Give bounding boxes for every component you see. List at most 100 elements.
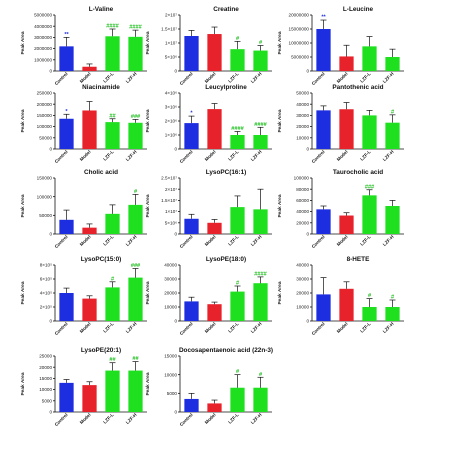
y-tick-label: 2×10⁷ <box>165 13 177 18</box>
x-category-label: Model <box>336 321 349 334</box>
y-axis-label: Peak Area <box>145 31 151 54</box>
chart-title: LysoPC(15:0) <box>81 256 122 263</box>
y-tick-label: 1000000 <box>34 57 52 62</box>
y-tick-label: 4×10⁵ <box>40 291 52 296</box>
y-tick-label: 0 <box>49 69 52 74</box>
y-tick-label: 40000 <box>164 263 177 268</box>
significance-label: # <box>368 293 372 299</box>
chart-panel-4: Niacinamide Peak Area 0 50000 100000 150000 20… <box>20 84 147 164</box>
bar <box>59 293 74 321</box>
y-axis-label: Peak Area <box>145 372 151 395</box>
bar <box>82 66 97 71</box>
bar <box>207 34 222 71</box>
x-category-label: Model <box>79 321 92 334</box>
x-category-label: LZF-H <box>382 321 395 334</box>
x-category-label: Model <box>204 71 217 84</box>
bar <box>362 46 377 71</box>
bar <box>184 123 199 149</box>
x-category-label: Model <box>79 149 92 162</box>
y-tick-label: 150000 <box>37 113 53 118</box>
y-tick-label: 5×10⁶ <box>165 55 177 60</box>
significance-label: # <box>111 276 115 282</box>
x-category-label: LZF-H <box>382 149 395 162</box>
y-tick-label: 3×10⁶ <box>165 105 177 110</box>
bar <box>184 218 199 234</box>
significance-label: #### <box>106 24 119 30</box>
x-category-label: LZF-H <box>250 71 263 84</box>
x-category-label: LZF-H <box>250 412 263 425</box>
x-category-label: Model <box>204 234 217 247</box>
y-tick-label: 5000 <box>42 398 53 403</box>
x-category-label: Model <box>336 71 349 84</box>
y-tick-label: 150000 <box>37 176 53 181</box>
bar <box>59 382 74 412</box>
y-tick-label: 2.5×10⁷ <box>161 176 177 181</box>
y-tick-label: 15000 <box>39 376 52 381</box>
bar <box>362 115 377 149</box>
significance-label: ### <box>365 184 375 190</box>
significance-label: # <box>259 40 263 46</box>
y-tick-label: 2000000 <box>34 46 52 51</box>
bar <box>207 403 222 412</box>
bar <box>316 209 331 234</box>
bar <box>82 298 97 321</box>
bar <box>253 387 268 412</box>
chart-panel-12: 8-HETE Peak Area 0 10000 20000 30000 40000 Cont… <box>277 256 404 336</box>
bar <box>253 135 268 149</box>
bar <box>105 213 120 234</box>
bar <box>105 287 120 321</box>
chart-panel-6: Pantothenic acid Peak Area 0 10000 20000 3000… <box>277 84 404 164</box>
y-tick-label: 2×10⁷ <box>165 187 177 192</box>
y-tick-label: 100000 <box>37 194 53 199</box>
y-tick-label: 10000 <box>296 305 309 310</box>
x-category-label: LZF-L <box>102 234 115 247</box>
x-category-label: LZF-H <box>250 234 263 247</box>
x-category-label: Control <box>54 234 69 249</box>
y-tick-label: 10000 <box>296 135 309 140</box>
x-category-label: Control <box>179 234 194 249</box>
bar <box>128 277 143 321</box>
bar <box>339 109 354 149</box>
x-category-label: LZF-L <box>227 71 240 84</box>
chart-panel-2: Creatine Peak Area 0 5×10⁶ 1×10⁷ 1.5×10⁷ 2×10⁷… <box>145 6 272 86</box>
chart-panel-9: Taurocholic acid Peak Area 0 20000 40000 6000… <box>277 169 404 249</box>
chart-title: Docosapentaenoic acid (22n-3) <box>179 347 273 354</box>
bar <box>105 370 120 412</box>
y-tick-label: 10000 <box>164 372 177 377</box>
y-tick-label: 1.5×10⁷ <box>161 198 177 203</box>
y-tick-label: 100000 <box>37 124 53 129</box>
bar <box>230 135 245 149</box>
bar <box>128 122 143 149</box>
y-tick-label: 0 <box>306 147 309 152</box>
bar <box>339 56 354 71</box>
y-tick-label: 20000 <box>296 291 309 296</box>
y-tick-label: 20000 <box>164 291 177 296</box>
chart-title: LysoPE(18:0) <box>206 256 246 263</box>
y-tick-label: 0 <box>306 69 309 74</box>
x-category-label: LZF-L <box>102 321 115 334</box>
y-axis-label: Peak Area <box>277 109 283 132</box>
bar <box>207 222 222 234</box>
y-axis-label: Peak Area <box>145 109 151 132</box>
significance-label: #### <box>231 126 244 132</box>
chart-title: Creatine <box>213 6 239 13</box>
chart-title: 8-HETE <box>347 256 370 263</box>
y-tick-label: 3000000 <box>34 35 52 40</box>
y-axis-label: Peak Area <box>20 194 26 217</box>
x-category-label: LZF-H <box>382 234 395 247</box>
x-category-label: Control <box>54 71 69 86</box>
bar <box>128 36 143 71</box>
x-category-label: Control <box>54 412 69 427</box>
chart-title: LysoPC(16:1) <box>206 169 247 176</box>
y-tick-label: 0 <box>174 232 177 237</box>
y-tick-label: 200000 <box>37 102 53 107</box>
y-tick-label: 0 <box>174 147 177 152</box>
bar <box>105 36 120 71</box>
significance-label: # <box>259 372 263 378</box>
chart-title: Pantothenic acid <box>332 84 383 91</box>
y-tick-label: 5000 <box>167 391 178 396</box>
bar <box>253 209 268 234</box>
y-axis-label: Peak Area <box>20 31 26 54</box>
x-category-label: LZF-L <box>227 234 240 247</box>
x-category-label: LZF-L <box>102 412 115 425</box>
